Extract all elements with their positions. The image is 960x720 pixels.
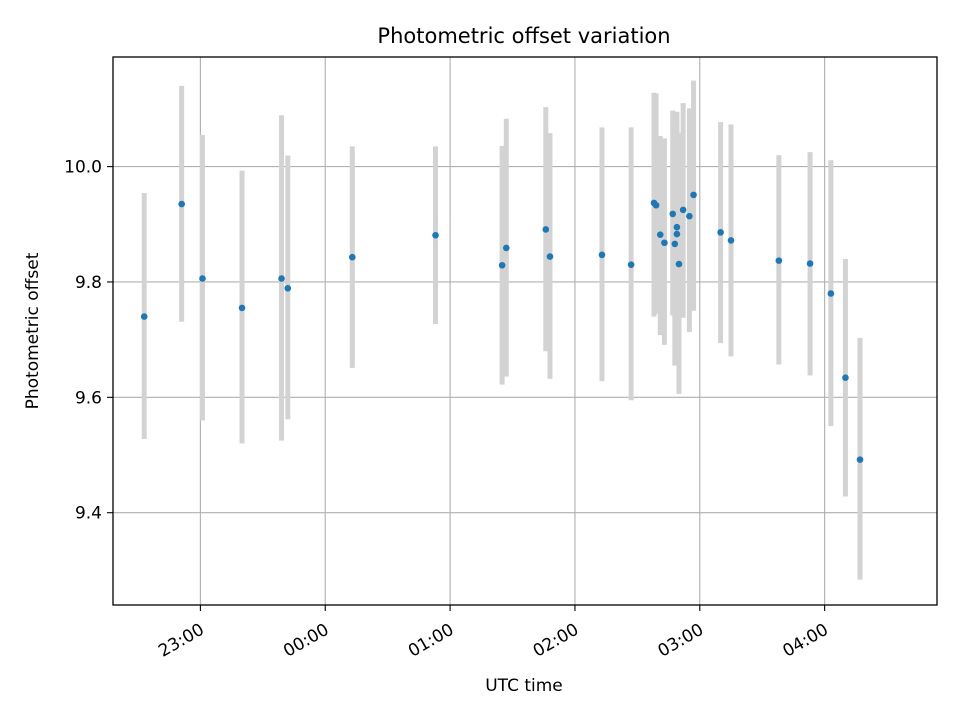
data-point	[673, 230, 681, 238]
data-point	[598, 251, 606, 259]
data-point	[278, 275, 285, 282]
y-axis-title: Photometric offset	[23, 252, 43, 409]
data-point	[669, 210, 677, 218]
data-point	[627, 261, 635, 268]
y-tick-label: 9.8	[75, 273, 102, 293]
data-point	[542, 226, 550, 233]
y-tick-label: 9.6	[75, 388, 102, 408]
data-point	[432, 231, 439, 239]
data-point	[661, 239, 668, 247]
data-point	[140, 313, 148, 320]
data-point	[856, 456, 864, 463]
y-tick-label: 10.0	[64, 158, 102, 178]
data-point	[348, 253, 356, 261]
data-point	[652, 201, 660, 209]
data-point	[679, 206, 687, 214]
data-point	[546, 253, 554, 260]
data-point	[673, 223, 681, 231]
data-point	[842, 374, 849, 382]
data-point	[727, 237, 735, 244]
data-point	[498, 261, 506, 269]
data-point	[686, 212, 693, 220]
data-point	[717, 229, 724, 236]
data-point	[690, 191, 697, 199]
data-point	[284, 285, 292, 292]
data-point	[502, 244, 510, 252]
data-point	[238, 304, 246, 312]
grid	[113, 57, 937, 605]
chart-title: Photometric offset variation	[377, 24, 670, 48]
data-points	[140, 191, 864, 463]
data-point	[806, 260, 814, 267]
data-point	[656, 231, 664, 238]
x-axis-title: UTC time	[485, 676, 563, 696]
data-point	[775, 257, 783, 264]
data-point	[675, 260, 683, 268]
data-point	[178, 200, 185, 208]
data-point	[199, 275, 206, 282]
data-point	[827, 290, 835, 297]
data-point	[671, 240, 679, 248]
plot-area-frame	[112, 56, 938, 606]
y-tick-label: 9.4	[75, 504, 102, 524]
